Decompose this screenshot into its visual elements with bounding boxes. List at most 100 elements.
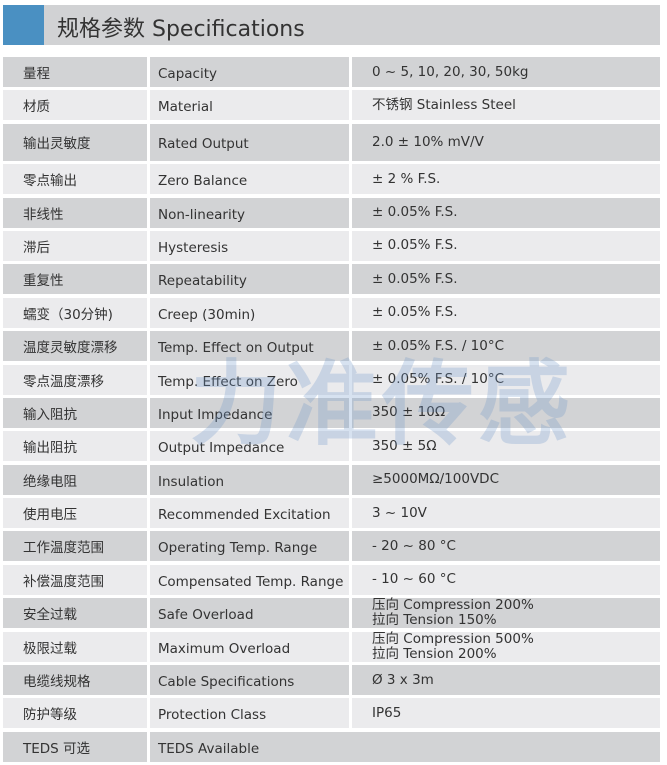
value-line: 350 ± 5Ω [372, 437, 437, 454]
table-row: 温度灵敏度漂移 Temp. Effect on Output ± 0.05% F.S… [3, 331, 660, 362]
param-name-en: Non-linearity [150, 197, 349, 228]
param-value: 3 ~ 10V [352, 498, 660, 529]
table-row: TEDS 可选 TEDS Available [3, 731, 660, 762]
table-row: 非线性 Non-linearity ± 0.05% F.S. [3, 197, 660, 228]
param-value: - 20 ~ 80 °C [352, 531, 660, 562]
param-name-en: Safe Overload [150, 598, 349, 629]
table-row: 输出阻抗 Output Impedance 350 ± 5Ω [3, 431, 660, 462]
value-line: 压向 Compression 500% [372, 630, 534, 647]
param-name-cn: 绝缘电阻 [3, 464, 147, 495]
param-name-cn: 防护等级 [3, 698, 147, 729]
param-name-en: Material [150, 90, 349, 121]
param-name-en: Compensated Temp. Range [150, 564, 349, 595]
value-line: ± 0.05% F.S. / 10°C [372, 337, 505, 354]
param-value: 不锈钢 Stainless Steel [352, 90, 660, 121]
table-row: 蠕变（30分钟) Creep (30min) ± 0.05% F.S. [3, 297, 660, 328]
param-value: - 10 ~ 60 °C [352, 564, 660, 595]
table-row: 绝缘电阻 Insulation ≥5000MΩ/100VDC [3, 464, 660, 495]
param-value: 0 ~ 5, 10, 20, 30, 50kg [352, 57, 660, 87]
param-value: ± 0.05% F.S. [352, 297, 660, 328]
param-name-cn: 零点温度漂移 [3, 364, 147, 395]
value-line: - 20 ~ 80 °C [372, 537, 456, 554]
param-name-cn: 输出灵敏度 [3, 123, 147, 161]
value-line: IP65 [372, 704, 402, 721]
param-name-cn: 温度灵敏度漂移 [3, 331, 147, 362]
value-line: 拉向 Tension 200% [372, 645, 497, 662]
param-name-cn: 材质 [3, 90, 147, 121]
param-name-en: Repeatability [150, 264, 349, 295]
table-row: 补偿温度范围 Compensated Temp. Range - 10 ~ 60 °… [3, 564, 660, 595]
param-value: ≥5000MΩ/100VDC [352, 464, 660, 495]
param-name-en: Insulation [150, 464, 349, 495]
param-name-cn: 零点输出 [3, 164, 147, 195]
param-name-en: Hysteresis [150, 230, 349, 261]
param-name-cn: 工作温度范围 [3, 531, 147, 562]
table-row: 极限过载 Maximum Overload 压向 Compression 500% 拉… [3, 630, 660, 662]
table-row: 重复性 Repeatability ± 0.05% F.S. [3, 264, 660, 295]
table-row: 工作温度范围 Operating Temp. Range - 20 ~ 80 °C [3, 531, 660, 562]
page-title: 规格参数 Specifications [57, 17, 305, 42]
param-value: 压向 Compression 200% 拉向 Tension 150% [352, 597, 660, 629]
value-line: 拉向 Tension 150% [372, 612, 497, 629]
value-line: ± 0.05% F.S. [372, 270, 458, 287]
param-value: ± 0.05% F.S. / 10°C [352, 364, 660, 395]
param-value: ± 2 % F.S. [352, 164, 660, 195]
param-value: Ø 3 x 3m [352, 665, 660, 696]
value-line: Ø 3 x 3m [372, 671, 434, 688]
section-header: 规格参数 Specifications [3, 5, 660, 45]
table-row: 滞后 Hysteresis ± 0.05% F.S. [3, 230, 660, 261]
param-name-en: Rated Output [150, 123, 349, 161]
param-value: 350 ± 10Ω [352, 397, 660, 428]
param-name-en: TEDS Available [150, 731, 660, 762]
table-row: 输出灵敏度 Rated Output 2.0 ± 10% mV/V [3, 123, 660, 161]
param-name-en: Protection Class [150, 698, 349, 729]
table-row: 零点温度漂移 Temp. Effect on Zero ± 0.05% F.S. /… [3, 364, 660, 395]
table-row: 电缆线规格 Cable Specifications Ø 3 x 3m [3, 665, 660, 696]
param-name-cn: 使用电压 [3, 498, 147, 529]
table-row: 材质 Material 不锈钢 Stainless Steel [3, 90, 660, 121]
param-name-en: Capacity [150, 57, 349, 87]
value-line: 压向 Compression 200% [372, 597, 534, 614]
param-name-en: Creep (30min) [150, 297, 349, 328]
value-line: 2.0 ± 10% mV/V [372, 133, 484, 150]
param-name-cn: 补偿温度范围 [3, 564, 147, 595]
param-value: ± 0.05% F.S. / 10°C [352, 331, 660, 362]
param-name-en: Output Impedance [150, 431, 349, 462]
param-name-cn: TEDS 可选 [3, 731, 147, 762]
param-name-cn: 蠕变（30分钟) [3, 297, 147, 328]
param-name-cn: 重复性 [3, 264, 147, 295]
param-name-cn: 非线性 [3, 197, 147, 228]
value-line: ± 0.05% F.S. [372, 204, 458, 221]
value-line: 不锈钢 Stainless Steel [372, 96, 516, 113]
value-line: ± 0.05% F.S. [372, 304, 458, 321]
param-name-en: Input Impedance [150, 397, 349, 428]
param-name-en: Cable Specifications [150, 665, 349, 696]
table-row: 使用电压 Recommended Excitation 3 ~ 10V [3, 498, 660, 529]
table-row: 量程 Capacity 0 ~ 5, 10, 20, 30, 50kg [3, 57, 660, 87]
param-name-cn: 电缆线规格 [3, 665, 147, 696]
param-name-cn: 量程 [3, 57, 147, 87]
value-line: 350 ± 10Ω [372, 404, 446, 421]
value-line: ± 2 % F.S. [372, 170, 441, 187]
spec-table: 量程 Capacity 0 ~ 5, 10, 20, 30, 50kg 材质 Mater… [3, 57, 660, 765]
param-name-cn: 极限过载 [3, 631, 147, 662]
param-name-en: Recommended Excitation [150, 498, 349, 529]
table-row: 零点输出 Zero Balance ± 2 % F.S. [3, 164, 660, 195]
param-name-en: Temp. Effect on Output [150, 331, 349, 362]
param-name-cn: 安全过载 [3, 598, 147, 629]
param-name-en: Zero Balance [150, 164, 349, 195]
param-name-cn: 输入阻抗 [3, 397, 147, 428]
param-value: ± 0.05% F.S. [352, 230, 660, 261]
value-line: - 10 ~ 60 °C [372, 571, 456, 588]
param-value: 压向 Compression 500% 拉向 Tension 200% [352, 630, 660, 662]
param-value: 350 ± 5Ω [352, 431, 660, 462]
table-row: 安全过载 Safe Overload 压向 Compression 200% 拉向 T… [3, 597, 660, 629]
param-name-en: Operating Temp. Range [150, 531, 349, 562]
value-line: ± 0.05% F.S. [372, 237, 458, 254]
param-name-en: Temp. Effect on Zero [150, 364, 349, 395]
value-line: 3 ~ 10V [372, 504, 427, 521]
param-value: ± 0.05% F.S. [352, 264, 660, 295]
value-line: ≥5000MΩ/100VDC [372, 471, 500, 488]
param-name-cn: 滞后 [3, 230, 147, 261]
accent-square [3, 5, 44, 45]
